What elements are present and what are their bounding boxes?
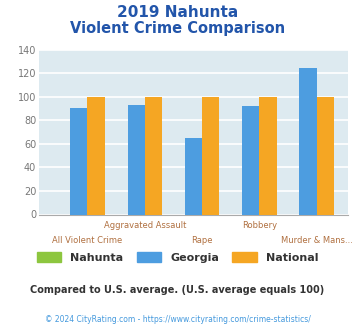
Bar bbox=[145, 97, 162, 214]
Text: 2019 Nahunta: 2019 Nahunta bbox=[117, 5, 238, 20]
Bar bbox=[260, 97, 277, 214]
Bar bbox=[185, 138, 202, 214]
Legend: Nahunta, Georgia, National: Nahunta, Georgia, National bbox=[37, 252, 318, 263]
Bar bbox=[317, 97, 334, 214]
Text: Violent Crime Comparison: Violent Crime Comparison bbox=[70, 21, 285, 36]
Bar bbox=[242, 106, 260, 214]
Bar bbox=[202, 97, 219, 214]
Text: Aggravated Assault: Aggravated Assault bbox=[104, 221, 186, 230]
Text: Murder & Mans...: Murder & Mans... bbox=[281, 236, 353, 245]
Text: © 2024 CityRating.com - https://www.cityrating.com/crime-statistics/: © 2024 CityRating.com - https://www.city… bbox=[45, 315, 310, 324]
Bar bbox=[127, 105, 145, 214]
Text: Rape: Rape bbox=[191, 236, 213, 245]
Bar bbox=[87, 97, 105, 214]
Bar bbox=[300, 68, 317, 215]
Text: Robbery: Robbery bbox=[242, 221, 277, 230]
Text: Compared to U.S. average. (U.S. average equals 100): Compared to U.S. average. (U.S. average … bbox=[31, 285, 324, 295]
Text: All Violent Crime: All Violent Crime bbox=[52, 236, 122, 245]
Bar bbox=[70, 109, 87, 214]
